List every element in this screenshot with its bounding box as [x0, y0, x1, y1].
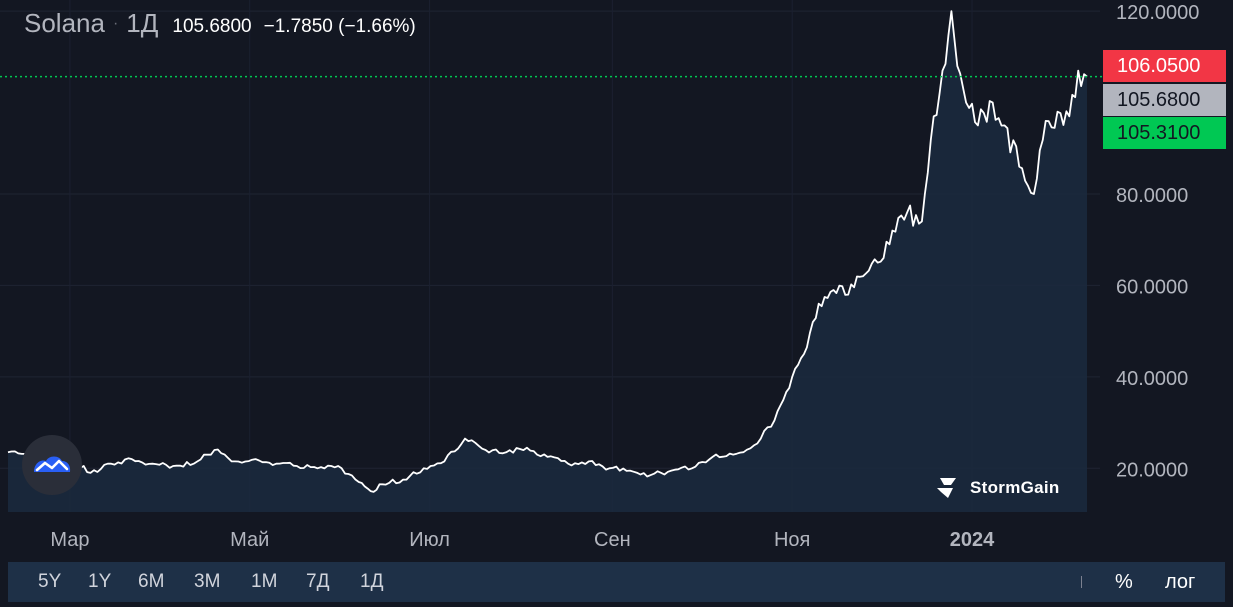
price-change-value: −1.7850 (−1.66%) — [263, 16, 416, 37]
range-1y-button[interactable]: 1Y — [88, 571, 112, 592]
cloud-chart-icon — [34, 456, 71, 472]
range-3m-button[interactable]: 3M — [194, 571, 221, 592]
ask-price-label: 106.0500 — [1103, 50, 1226, 82]
last-price-value: 105.6800 — [172, 16, 252, 37]
x-tick-label: Мар — [50, 529, 89, 551]
price-line — [7, 10, 1088, 493]
range-1m-button[interactable]: 1M — [251, 571, 278, 592]
stormgain-watermark: StormGain — [934, 475, 1060, 501]
x-tick-label: Май — [230, 529, 269, 551]
symbol-name[interactable]: Solana — [24, 8, 105, 38]
y-tick-label: 60.0000 — [1116, 276, 1188, 298]
y-axis: 20.0000 40.0000 60.0000 80.0000 120.0000 — [1116, 2, 1199, 481]
y-tick-label: 20.0000 — [1116, 459, 1188, 481]
tradingview-logo-button[interactable] — [22, 435, 82, 495]
range-5y-button[interactable]: 5Y — [38, 571, 62, 592]
x-tick-label: Сен — [594, 529, 631, 551]
symbol-legend: Solana · 1Д 105.6800 −1.7850 (−1.66%) — [24, 8, 416, 42]
range-7d-button[interactable]: 7Д — [306, 571, 330, 592]
toolbar-divider — [1081, 576, 1082, 588]
x-tick-label: Июл — [409, 529, 450, 551]
price-chart[interactable]: 20.0000 40.0000 60.0000 80.0000 120.0000 Мар… — [0, 0, 1233, 562]
percent-scale-button[interactable]: % — [1115, 571, 1133, 593]
range-6m-button[interactable]: 6M — [138, 571, 165, 592]
brand-name: StormGain — [970, 478, 1060, 497]
range-1d-button[interactable]: 1Д — [360, 571, 384, 592]
interval-label[interactable]: 1Д — [126, 8, 159, 38]
lightning-icon — [937, 478, 956, 498]
legend-separator: · — [112, 15, 119, 32]
x-tick-label: Ноя — [774, 529, 810, 551]
bid-price-label: 105.3100 — [1103, 117, 1226, 149]
range-toolbar: 5Y 1Y 6M 3M 1M 7Д 1Д % лог — [8, 562, 1225, 602]
y-tick-label: 120.0000 — [1116, 2, 1199, 24]
log-scale-button[interactable]: лог — [1165, 571, 1196, 593]
y-tick-label: 80.0000 — [1116, 185, 1188, 207]
x-axis: Мар Май Июл Сен Ноя 2024 — [50, 529, 995, 551]
last-price-label: 105.6800 — [1103, 84, 1226, 116]
price-area-fill — [8, 11, 1087, 512]
x-tick-label: 2024 — [950, 529, 995, 551]
y-tick-label: 40.0000 — [1116, 368, 1188, 390]
chart-grid — [0, 0, 1100, 512]
